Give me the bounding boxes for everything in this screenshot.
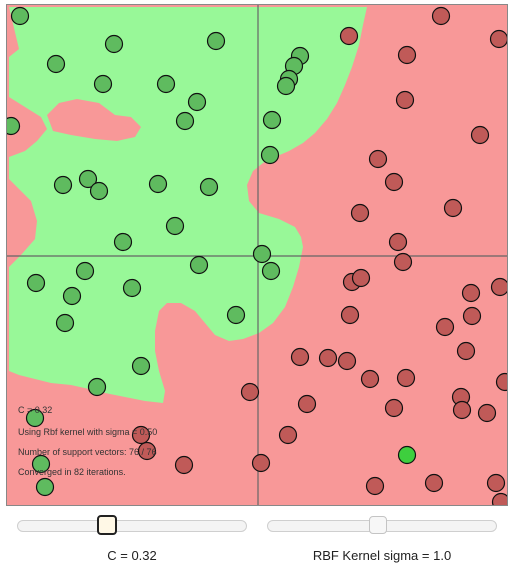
negative-sample-point bbox=[278, 425, 298, 445]
positive-sample-point bbox=[260, 145, 280, 165]
negative-sample-point bbox=[337, 351, 357, 371]
positive-sample-point bbox=[35, 477, 55, 497]
negative-sample-point bbox=[360, 369, 380, 389]
positive-sample-point bbox=[10, 6, 30, 26]
negative-sample-point bbox=[452, 400, 472, 420]
positive-sample-point bbox=[53, 175, 73, 195]
positive-sample-point bbox=[131, 356, 151, 376]
negative-sample-point bbox=[443, 198, 463, 218]
negative-sample-point bbox=[365, 476, 385, 496]
svm-decision-plot[interactable]: C = 0.32 Using Rbf kernel with sigma = 0… bbox=[6, 4, 508, 506]
sigma-slider-label: RBF Kernel sigma = 1.0 bbox=[312, 548, 452, 563]
positive-sample-point bbox=[189, 255, 209, 275]
negative-sample-point bbox=[290, 347, 310, 367]
positive-sample-point bbox=[93, 74, 113, 94]
c-slider[interactable] bbox=[17, 515, 247, 535]
c-slider-handle[interactable] bbox=[97, 515, 118, 535]
positive-sample-point bbox=[148, 174, 168, 194]
negative-sample-point bbox=[424, 473, 444, 493]
positive-sample-point bbox=[62, 286, 82, 306]
positive-sample-point bbox=[46, 54, 66, 74]
positive-sample-point bbox=[104, 34, 124, 54]
negative-sample-point bbox=[495, 372, 507, 392]
negative-sample-point bbox=[461, 283, 481, 303]
positive-sample-point bbox=[262, 110, 282, 130]
info-support-vectors: Number of support vectors: 76 / 76 bbox=[18, 447, 157, 457]
positive-sample-point bbox=[7, 116, 21, 136]
negative-sample-point bbox=[486, 473, 506, 493]
negative-sample-point bbox=[350, 203, 370, 223]
positive-sample-point bbox=[226, 305, 246, 325]
negative-sample-point bbox=[397, 45, 417, 65]
negative-sample-point bbox=[393, 252, 413, 272]
negative-sample-point bbox=[395, 90, 415, 110]
positive-sample-point bbox=[78, 169, 98, 189]
positive-sample-point bbox=[261, 261, 281, 281]
info-c-value: C = 0.32 bbox=[18, 405, 53, 415]
negative-sample-point bbox=[491, 492, 507, 505]
positive-sample-point bbox=[165, 216, 185, 236]
negative-sample-point bbox=[251, 453, 271, 473]
c-slider-label: C = 0.32 bbox=[107, 548, 157, 563]
negative-sample-point bbox=[489, 29, 507, 49]
positive-sample-point bbox=[25, 408, 45, 428]
positive-sample-point bbox=[206, 31, 226, 51]
negative-island bbox=[47, 99, 141, 141]
positive-sample-point bbox=[175, 111, 195, 131]
positive-sample-point bbox=[87, 377, 107, 397]
positive-sample-point bbox=[252, 244, 272, 264]
sigma-slider-handle[interactable] bbox=[368, 516, 387, 534]
positive-sample-point bbox=[55, 313, 75, 333]
negative-sample-point bbox=[174, 455, 194, 475]
negative-sample-point bbox=[396, 368, 416, 388]
info-iterations: Converged in 82 iterations. bbox=[18, 467, 126, 477]
positive-sample-point bbox=[122, 278, 142, 298]
info-kernel: Using Rbf kernel with sigma = 0.50 bbox=[18, 427, 158, 437]
negative-sample-point bbox=[339, 26, 359, 46]
highlighted-sample-point bbox=[397, 445, 417, 465]
negative-sample-point bbox=[137, 441, 157, 461]
positive-sample-point bbox=[26, 273, 46, 293]
positive-sample-point bbox=[199, 177, 219, 197]
positive-sample-point bbox=[276, 76, 296, 96]
positive-sample-point bbox=[31, 454, 51, 474]
positive-sample-point bbox=[89, 181, 109, 201]
negative-sample-point bbox=[435, 317, 455, 337]
negative-sample-point bbox=[318, 348, 338, 368]
negative-sample-point bbox=[462, 306, 482, 326]
negative-sample-point bbox=[240, 382, 260, 402]
data-points bbox=[7, 6, 507, 505]
negative-sample-point bbox=[490, 277, 507, 297]
negative-sample-point bbox=[384, 172, 404, 192]
negative-sample-point bbox=[297, 394, 317, 414]
negative-sample-point bbox=[368, 149, 388, 169]
decision-boundary-canvas[interactable] bbox=[7, 5, 508, 506]
negative-sample-point bbox=[384, 398, 404, 418]
negative-sample-point bbox=[456, 341, 476, 361]
negative-sample-point bbox=[431, 6, 451, 26]
sigma-slider[interactable] bbox=[267, 516, 497, 534]
positive-sample-point bbox=[156, 74, 176, 94]
negative-sample-point bbox=[131, 425, 151, 445]
negative-sample-point bbox=[340, 305, 360, 325]
positive-sample-point bbox=[187, 92, 207, 112]
negative-sample-point bbox=[388, 232, 408, 252]
negative-sample-point bbox=[470, 125, 490, 145]
positive-sample-point bbox=[113, 232, 133, 252]
negative-sample-point bbox=[477, 403, 497, 423]
negative-sample-point bbox=[351, 268, 371, 288]
positive-sample-point bbox=[75, 261, 95, 281]
